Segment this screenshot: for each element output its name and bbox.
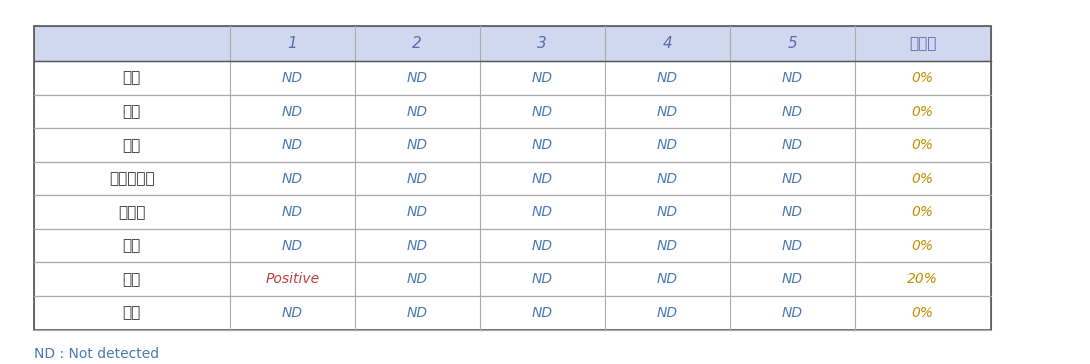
Text: ND: ND [782, 306, 803, 320]
Text: 양상추: 양상추 [118, 205, 146, 220]
Text: ND: ND [782, 205, 803, 219]
Text: ND: ND [532, 306, 553, 320]
Text: ND: ND [407, 172, 427, 186]
Text: ND: ND [407, 272, 427, 286]
Text: ND: ND [281, 306, 303, 320]
Text: ND: ND [657, 138, 678, 152]
Text: 0%: 0% [912, 71, 934, 85]
Text: ND: ND [281, 71, 303, 85]
Text: ND: ND [657, 172, 678, 186]
Text: 0%: 0% [912, 239, 934, 253]
Text: 2: 2 [412, 36, 422, 51]
Text: 마늘: 마늘 [123, 138, 141, 153]
Text: ND: ND [657, 104, 678, 119]
FancyBboxPatch shape [34, 296, 991, 329]
FancyBboxPatch shape [34, 229, 991, 262]
Text: ND: ND [407, 138, 427, 152]
Text: ND: ND [532, 71, 553, 85]
Text: ND: ND [782, 239, 803, 253]
FancyBboxPatch shape [34, 195, 991, 229]
Text: ND: ND [407, 205, 427, 219]
Text: ND: ND [657, 306, 678, 320]
Text: ND: ND [532, 239, 553, 253]
Text: ND: ND [407, 239, 427, 253]
Text: 검출률: 검출률 [909, 36, 936, 51]
Text: ND: ND [407, 104, 427, 119]
Text: 고추: 고추 [123, 71, 141, 86]
Text: 1: 1 [288, 36, 298, 51]
Text: ND : Not detected: ND : Not detected [34, 347, 159, 361]
Text: 어목: 어목 [123, 305, 141, 320]
Text: 0%: 0% [912, 205, 934, 219]
FancyBboxPatch shape [34, 26, 991, 62]
FancyBboxPatch shape [34, 95, 991, 128]
Text: ND: ND [532, 138, 553, 152]
Text: 오이: 오이 [123, 238, 141, 253]
Text: ND: ND [782, 172, 803, 186]
Text: ND: ND [657, 205, 678, 219]
Text: 3: 3 [537, 36, 547, 51]
Text: ND: ND [782, 272, 803, 286]
Text: 4: 4 [663, 36, 673, 51]
FancyBboxPatch shape [34, 162, 991, 195]
Text: 0%: 0% [912, 138, 934, 152]
Text: ND: ND [532, 205, 553, 219]
Text: ND: ND [782, 71, 803, 85]
Text: 0%: 0% [912, 306, 934, 320]
Text: 새우: 새우 [123, 272, 141, 287]
Text: 20%: 20% [907, 272, 938, 286]
FancyBboxPatch shape [34, 262, 991, 296]
Text: ND: ND [407, 71, 427, 85]
Text: ND: ND [281, 104, 303, 119]
FancyBboxPatch shape [34, 128, 991, 162]
Text: 5: 5 [787, 36, 797, 51]
Text: 대파: 대파 [123, 104, 141, 119]
FancyBboxPatch shape [34, 62, 991, 95]
Text: Positive: Positive [265, 272, 319, 286]
Text: 방울토마토: 방울토마토 [109, 171, 155, 186]
Text: ND: ND [407, 306, 427, 320]
Text: ND: ND [281, 138, 303, 152]
Text: 0%: 0% [912, 172, 934, 186]
Text: ND: ND [782, 138, 803, 152]
Text: ND: ND [657, 272, 678, 286]
Text: ND: ND [782, 104, 803, 119]
Text: ND: ND [657, 71, 678, 85]
Text: ND: ND [657, 239, 678, 253]
Text: ND: ND [532, 272, 553, 286]
Text: ND: ND [281, 172, 303, 186]
Text: ND: ND [532, 104, 553, 119]
Text: 0%: 0% [912, 104, 934, 119]
Text: ND: ND [281, 239, 303, 253]
Text: ND: ND [281, 205, 303, 219]
Text: ND: ND [532, 172, 553, 186]
